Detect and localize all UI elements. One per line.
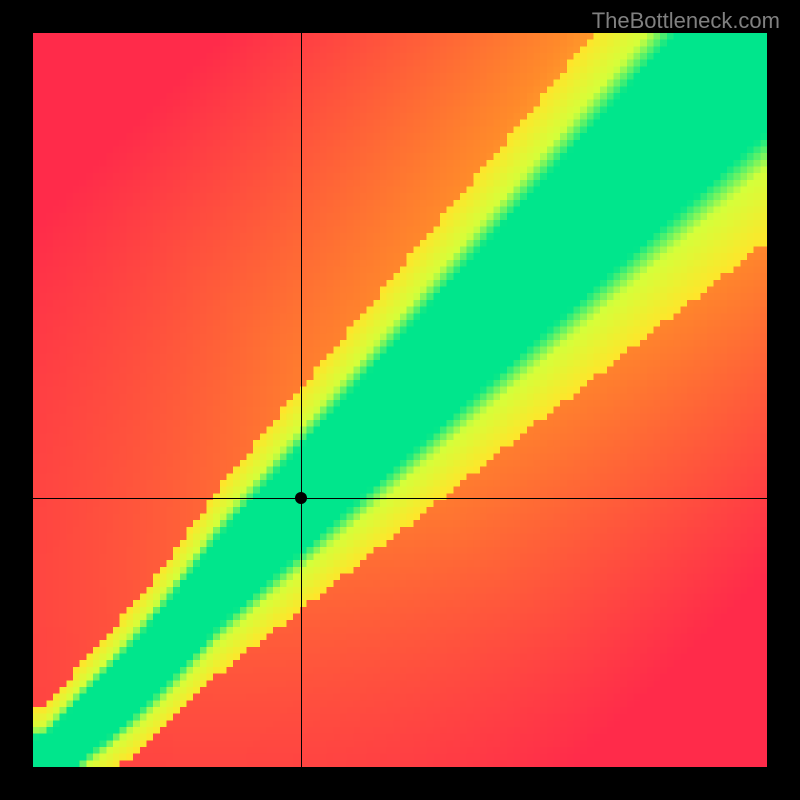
crosshair-vertical <box>301 33 302 767</box>
heatmap-canvas <box>33 33 767 767</box>
watermark: TheBottleneck.com <box>592 8 780 34</box>
crosshair-marker <box>295 492 307 504</box>
crosshair-horizontal <box>33 498 767 499</box>
plot-area <box>33 33 767 767</box>
